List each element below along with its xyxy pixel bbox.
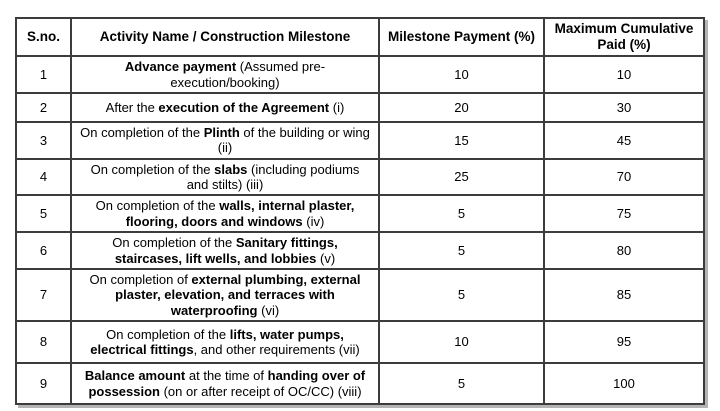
table-row: 9 Balance amount at the time of handing … (15, 362, 705, 405)
sno-cell: 4 (15, 157, 72, 197)
payment-schedule-table: S.no. Activity Name / Construction Miles… (15, 16, 705, 405)
activity-cell: Balance amount at the time of handing ov… (70, 362, 380, 405)
cumulative-cell: 85 (543, 268, 705, 322)
sno-cell: 1 (15, 55, 72, 95)
payment-cell: 5 (378, 362, 545, 405)
activity-cell: On completion of the walls, internal pla… (70, 194, 380, 233)
cumulative-cell: 10 (543, 55, 705, 95)
table-row: 3 On completion of the Plinth of the bui… (15, 121, 705, 160)
cumulative-cell: 70 (543, 157, 705, 197)
activity-cell: On completion of external plumbing, exte… (70, 268, 380, 322)
sno-cell: 8 (15, 320, 72, 364)
payment-cell: 5 (378, 268, 545, 322)
sno-cell: 2 (15, 92, 72, 124)
cumulative-cell: 100 (543, 362, 705, 405)
cumulative-cell: 45 (543, 121, 705, 160)
activity-cell: On completion of the lifts, water pumps,… (70, 320, 380, 364)
payment-cell: 20 (378, 92, 545, 124)
col-header-activity: Activity Name / Construction Milestone (70, 16, 380, 58)
header-row: S.no. Activity Name / Construction Miles… (15, 16, 705, 58)
payment-cell: 15 (378, 121, 545, 160)
col-header-sno: S.no. (15, 16, 72, 58)
col-header-maximum-cumulative: Maximum Cumulative Paid (%) (543, 16, 705, 58)
sno-cell: 5 (15, 194, 72, 233)
table-row: 7 On completion of external plumbing, ex… (15, 268, 705, 322)
payment-cell: 5 (378, 231, 545, 270)
sno-cell: 7 (15, 268, 72, 322)
activity-cell: Advance payment (Assumed pre-execution/b… (70, 55, 380, 95)
sno-cell: 3 (15, 121, 72, 160)
table-row: 6 On completion of the Sanitary fittings… (15, 231, 705, 270)
activity-cell: After the execution of the Agreement (i) (70, 92, 380, 124)
cumulative-cell: 75 (543, 194, 705, 233)
cumulative-cell: 30 (543, 92, 705, 124)
payment-cell: 25 (378, 157, 545, 197)
sno-cell: 9 (15, 362, 72, 405)
payment-cell: 5 (378, 194, 545, 233)
table-header: S.no. Activity Name / Construction Miles… (15, 16, 705, 58)
table-row: 2 After the execution of the Agreement (… (15, 92, 705, 124)
cumulative-cell: 80 (543, 231, 705, 270)
activity-cell: On completion of the Plinth of the build… (70, 121, 380, 160)
table-row: 8 On completion of the lifts, water pump… (15, 320, 705, 364)
table-row: 5 On completion of the walls, internal p… (15, 194, 705, 233)
payment-cell: 10 (378, 55, 545, 95)
cumulative-cell: 95 (543, 320, 705, 364)
payment-cell: 10 (378, 320, 545, 364)
activity-cell: On completion of the Sanitary fittings, … (70, 231, 380, 270)
table-body: 1 Advance payment (Assumed pre-execution… (15, 55, 705, 405)
col-header-milestone-payment: Milestone Payment (%) (378, 16, 545, 58)
table-row: 4 On completion of the slabs (including … (15, 157, 705, 197)
activity-cell: On completion of the slabs (including po… (70, 157, 380, 197)
sno-cell: 6 (15, 231, 72, 270)
table-row: 1 Advance payment (Assumed pre-execution… (15, 55, 705, 95)
